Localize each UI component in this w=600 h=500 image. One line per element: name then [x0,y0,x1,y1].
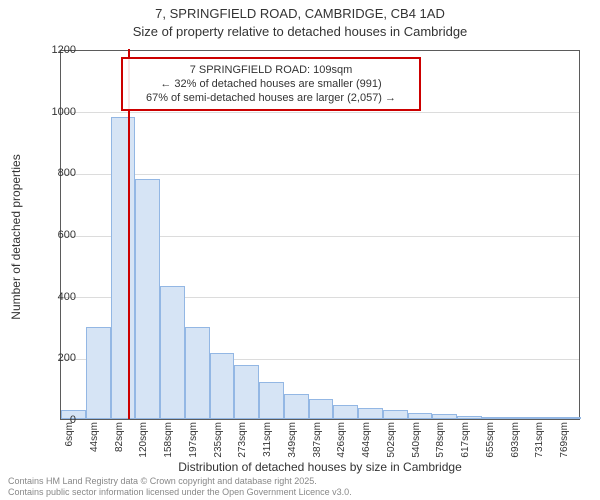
x-tick-label: 197sqm [188,422,199,472]
y-tick-label: 200 [42,352,76,364]
x-tick-label: 120sqm [138,422,149,472]
annotation-smaller-pct: ← 32% of detached houses are smaller (99… [129,77,413,91]
chart-title-address: 7, SPRINGFIELD ROAD, CAMBRIDGE, CB4 1AD [0,6,600,21]
histogram-bar [482,417,507,419]
histogram-bar [457,416,482,419]
annotation-larger-pct: 67% of semi-detached houses are larger (… [129,91,413,105]
x-tick-label: 502sqm [386,422,397,472]
x-tick-label: 311sqm [262,422,273,472]
histogram-bar [210,353,235,419]
annotation-property-size: 7 SPRINGFIELD ROAD: 109sqm [129,63,413,77]
attribution-footer: Contains HM Land Registry data © Crown c… [8,476,352,498]
y-tick-label: 1200 [42,44,76,56]
histogram-bar [358,408,383,419]
x-tick-label: 349sqm [287,422,298,472]
x-tick-label: 464sqm [361,422,372,472]
chart-title-subtitle: Size of property relative to detached ho… [0,24,600,39]
histogram-bar [309,399,334,419]
x-tick-label: 44sqm [89,422,100,472]
y-axis-label-container: Number of detached properties [6,0,20,500]
attribution-line1: Contains HM Land Registry data © Crown c… [8,476,352,487]
histogram-bar [507,417,532,419]
grid-line [61,112,579,113]
histogram-bar [86,327,111,420]
histogram-bar [531,417,556,419]
property-size-histogram: 7, SPRINGFIELD ROAD, CAMBRIDGE, CB4 1AD … [0,0,600,500]
grid-line [61,174,579,175]
y-tick-label: 400 [42,291,76,303]
x-tick-label: 655sqm [485,422,496,472]
annotation-box: 7 SPRINGFIELD ROAD: 109sqm ← 32% of deta… [121,57,421,111]
x-tick-label: 82sqm [114,422,125,472]
histogram-bar [432,414,457,419]
x-tick-label: 693sqm [510,422,521,472]
histogram-bar [160,286,185,419]
histogram-bar [408,413,433,419]
x-tick-label: 578sqm [435,422,446,472]
x-tick-label: 540sqm [411,422,422,472]
x-tick-label: 6sqm [64,422,75,472]
y-tick-label: 800 [42,167,76,179]
x-tick-label: 731sqm [534,422,545,472]
histogram-bar [185,327,210,420]
x-tick-label: 769sqm [559,422,570,472]
histogram-bar [383,410,408,419]
histogram-bar [556,417,581,419]
x-tick-label: 158sqm [163,422,174,472]
histogram-bar [111,117,136,419]
histogram-bar [259,382,284,419]
x-tick-label: 426sqm [336,422,347,472]
histogram-bar [234,365,259,419]
x-tick-label: 235sqm [213,422,224,472]
y-tick-label: 1000 [42,106,76,118]
histogram-bar [333,405,358,419]
x-tick-label: 387sqm [312,422,323,472]
histogram-bar [135,179,160,420]
y-axis-label: Number of detached properties [9,137,23,337]
histogram-bar [284,394,309,419]
plot-area: 7 SPRINGFIELD ROAD: 109sqm ← 32% of deta… [60,50,580,420]
x-tick-label: 617sqm [460,422,471,472]
attribution-line2: Contains public sector information licen… [8,487,352,498]
x-tick-label: 273sqm [237,422,248,472]
y-tick-label: 600 [42,229,76,241]
